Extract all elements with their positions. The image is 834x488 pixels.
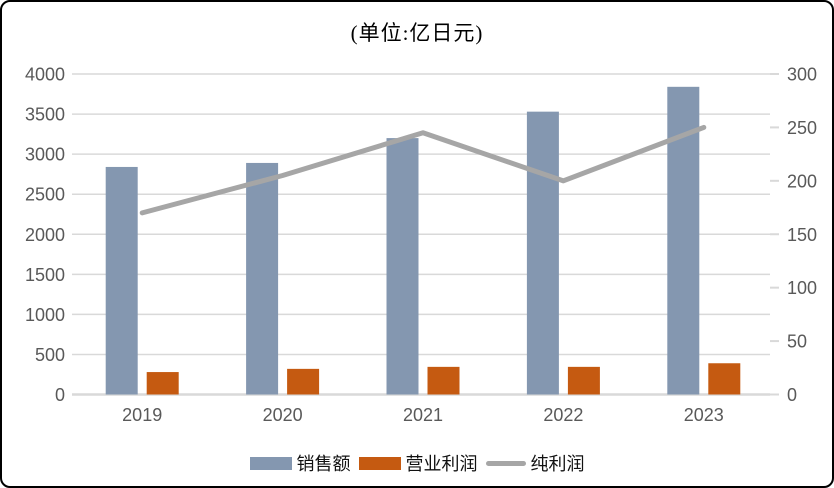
right-axis-tick-label: 150 — [787, 225, 817, 245]
operating-profit-bar — [146, 372, 179, 395]
right-axis-tick-label: 50 — [787, 332, 807, 352]
sales-bar — [246, 162, 279, 395]
net-profit-line — [139, 124, 707, 216]
x-axis-category-label: 2023 — [684, 405, 724, 425]
legend-item-net-profit: 纯利润 — [485, 450, 585, 476]
left-axis-tick-label: 0 — [55, 385, 65, 405]
legend-label-sales: 销售额 — [296, 454, 351, 474]
left-axis-tick-label: 3000 — [25, 145, 65, 165]
x-axis-category-label: 2022 — [543, 405, 583, 425]
right-axis-tick-label: 250 — [787, 118, 817, 138]
right-axis-tick-label: 0 — [787, 385, 797, 405]
x-axis-category-label: 2019 — [122, 405, 162, 425]
left-axis-tick-label: 1500 — [25, 265, 65, 285]
sales-bar — [526, 111, 559, 395]
operating-profit-bar — [427, 366, 460, 395]
right-axis-tick-label: 200 — [787, 171, 817, 191]
left-axis-tick-label: 2000 — [25, 225, 65, 245]
left-axis-tick-label: 4000 — [25, 65, 65, 85]
sales-bar — [105, 166, 138, 395]
legend-item-operating-profit: 营业利润 — [358, 450, 478, 476]
sales-bar — [386, 138, 419, 395]
left-axis-tick-label: 2500 — [25, 185, 65, 205]
x-axis-category-label: 2021 — [403, 405, 443, 425]
x-axis-category-label: 2020 — [263, 405, 303, 425]
chart-legend: 销售额 营业利润 纯利润 — [2, 450, 832, 476]
left-axis-tick-label: 500 — [35, 345, 65, 365]
legend-label-operating-profit: 营业利润 — [405, 454, 478, 474]
operating-profit-bar-swatch — [358, 456, 401, 470]
left-axis-tick-label: 3500 — [25, 105, 65, 125]
left-axis-tick-label: 1000 — [25, 305, 65, 325]
operating-profit-bar — [708, 363, 741, 395]
operating-profit-bar — [287, 368, 320, 395]
right-axis-tick-label: 300 — [787, 65, 817, 85]
operating-profit-bar — [567, 366, 600, 395]
net-profit-line-swatch — [485, 460, 526, 466]
sales-bar-swatch — [249, 456, 292, 470]
chart-title: (单位:亿日元) — [350, 21, 484, 45]
legend-item-sales: 销售额 — [249, 450, 351, 476]
legend-label-net-profit: 纯利润 — [530, 454, 585, 474]
right-axis-tick-label: 100 — [787, 278, 817, 298]
